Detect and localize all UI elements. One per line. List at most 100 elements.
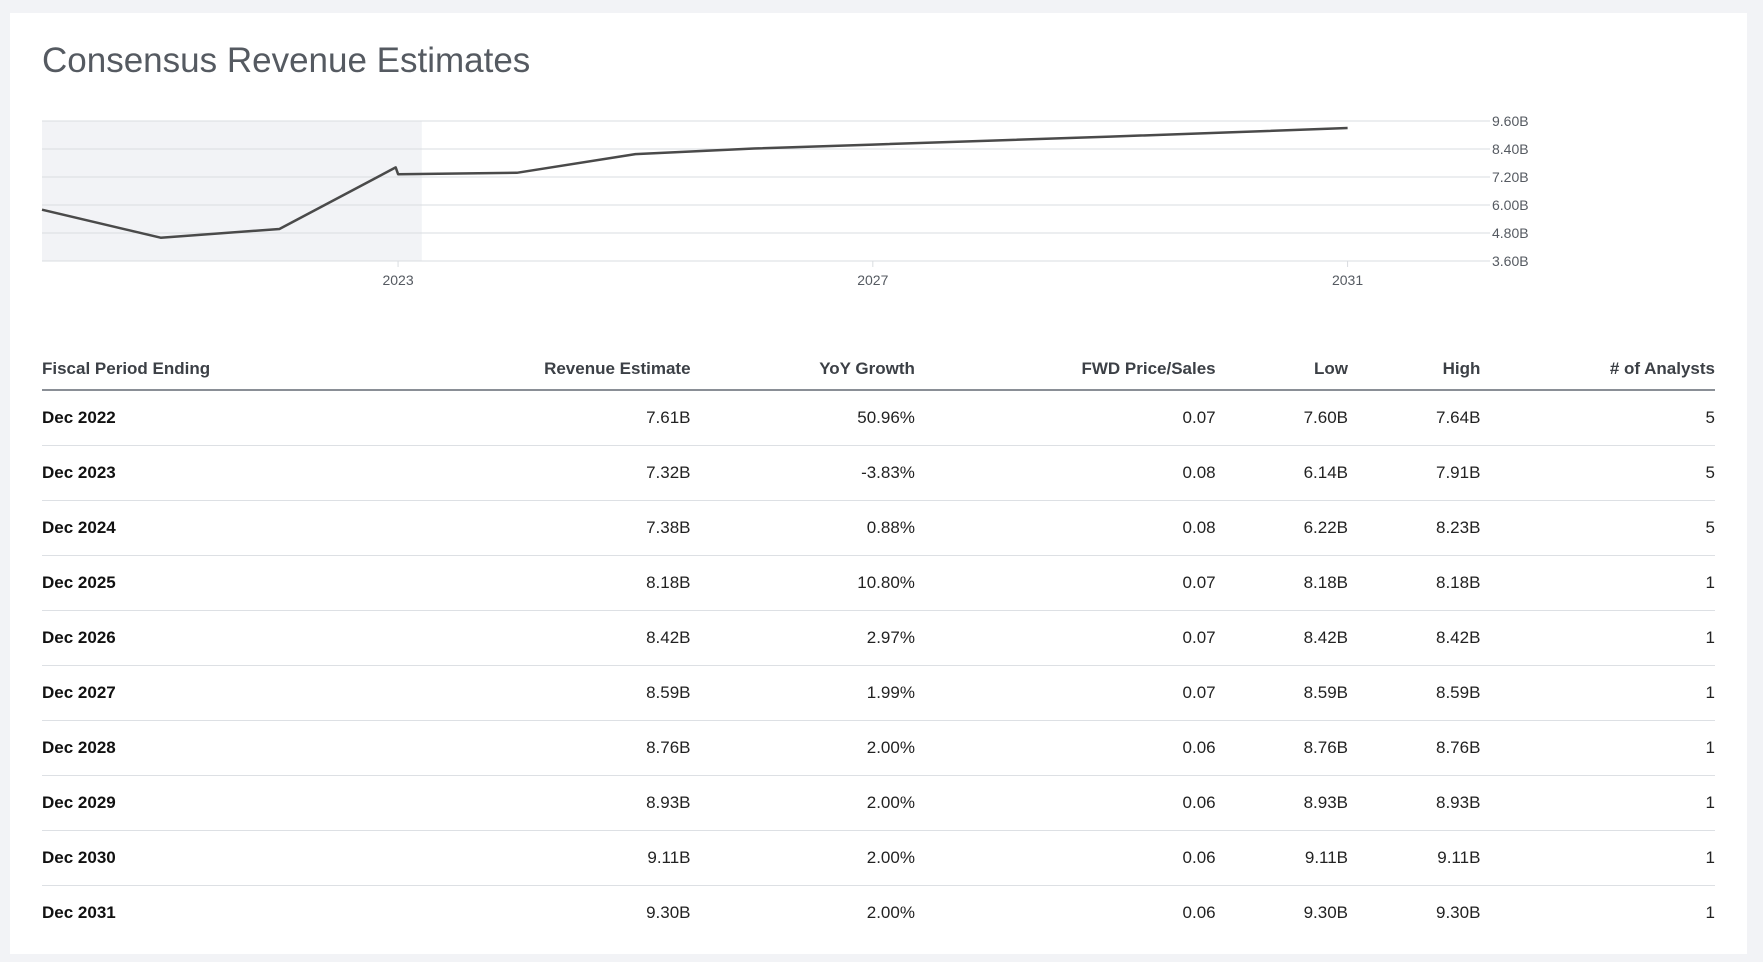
fiscal-period-cell: Dec 2027: [42, 665, 402, 721]
table-row: Dec 2024 7.38B 0.88% 0.08 6.22B 8.23B 5: [42, 500, 1715, 556]
fiscal-period-cell: Dec 2023: [42, 445, 402, 501]
table-cell: 2.00%: [690, 830, 915, 886]
table-cell: 8.59B: [1215, 665, 1349, 721]
column-header[interactable]: Fiscal Period Ending: [42, 349, 402, 391]
table-cell: 5: [1480, 390, 1715, 446]
table-row: Dec 2028 8.76B 2.00% 0.06 8.76B 8.76B 1: [42, 720, 1715, 776]
table-cell: 0.08: [914, 445, 1216, 501]
table-cell: 8.59B: [1348, 665, 1481, 721]
table-cell: 0.08: [914, 500, 1216, 556]
table-cell: 1.99%: [690, 665, 915, 721]
table-cell: 2.00%: [690, 720, 915, 776]
table-cell: 0.06: [1182, 903, 1216, 922]
table-row: Dec 2023 7.32B -3.83% 0.08 6.14B 7.91B 5: [42, 445, 1715, 501]
table-cell: 0.88%: [690, 500, 915, 556]
table-cell: 8.23B: [1348, 500, 1481, 556]
fiscal-period-cell: Dec 2030: [42, 830, 402, 886]
table-cell: 1: [1480, 720, 1715, 776]
table-row: Dec 2031 9.30B 2.00% 0.06 9.30B 9.30B 1: [42, 886, 1715, 941]
table-cell: 2.00%: [866, 903, 915, 922]
table-cell: 8.18B: [401, 555, 691, 611]
x-tick-label: 2023: [382, 272, 413, 288]
table-cell: 8.42B: [401, 610, 691, 666]
table-cell: 9.11B: [1348, 830, 1481, 886]
table-cell: 0.07: [914, 610, 1216, 666]
table-cell: 8.59B: [401, 665, 691, 721]
table-row: Dec 2026 8.42B 2.97% 0.07 8.42B 8.42B 1: [42, 610, 1715, 666]
table-cell: 7.91B: [1348, 445, 1481, 501]
column-header[interactable]: Low: [1215, 349, 1349, 391]
column-header[interactable]: Revenue Estimate: [401, 349, 691, 391]
table-cell: 2.97%: [690, 610, 915, 666]
table-row: Dec 2030 9.11B 2.00% 0.06 9.11B 9.11B 1: [42, 830, 1715, 886]
table-cell: 7.60B: [1215, 390, 1349, 446]
fiscal-period-cell: Dec 2025: [42, 555, 402, 611]
table-cell: 0.07: [914, 665, 1216, 721]
table-cell: 5: [1480, 500, 1715, 556]
table-cell: 10.80%: [690, 555, 915, 611]
table-cell: 0.06: [914, 720, 1216, 776]
table-cell: 0.06: [914, 775, 1216, 831]
table-cell: 9.11B: [1215, 830, 1349, 886]
y-tick-label: 7.20B: [1492, 169, 1529, 185]
fiscal-period-cell: Dec 2031: [42, 903, 116, 922]
revenue-chart: 9.60B 8.40B 7.20B 6.00B 4.80B 3.60B 2023 2027 20…: [41, 113, 1529, 288]
table-cell: 7.32B: [401, 445, 691, 501]
table-cell: 6.22B: [1215, 500, 1349, 556]
table-cell: 7.64B: [1348, 390, 1481, 446]
column-header[interactable]: # of Analysts: [1480, 349, 1715, 391]
column-header[interactable]: YoY Growth: [690, 349, 915, 391]
table-cell: 9.30B: [1303, 903, 1349, 922]
table-cell: 1: [1480, 775, 1715, 831]
table-cell: 8.76B: [1215, 720, 1349, 776]
table-cell: 8.42B: [1348, 610, 1481, 666]
table-cell: 8.76B: [1348, 720, 1481, 776]
table-row: Dec 2029 8.93B 2.00% 0.06 8.93B 8.93B 1: [42, 775, 1715, 831]
historical-shade: [42, 121, 422, 261]
table-cell: 2.00%: [690, 775, 915, 831]
table-cell: 9.30B: [646, 903, 691, 922]
x-tick-label: 2031: [1332, 272, 1363, 288]
table-cell: -3.83%: [690, 445, 915, 501]
y-tick-label: 6.00B: [1492, 197, 1529, 213]
table-row: Dec 2025 8.18B 10.80% 0.07 8.18B 8.18B 1: [42, 555, 1715, 611]
table-cell: 0.07: [914, 390, 1216, 446]
table-row: Dec 2027 8.59B 1.99% 0.07 8.59B 8.59B 1: [42, 665, 1715, 721]
x-tick-label: 2027: [857, 272, 888, 288]
table-cell: 8.42B: [1215, 610, 1349, 666]
y-tick-label: 3.60B: [1492, 253, 1529, 269]
column-header[interactable]: High: [1348, 349, 1481, 391]
table-cell: 5: [1480, 445, 1715, 501]
table-cell: 8.18B: [1215, 555, 1349, 611]
revenue-estimates-card: Consensus Revenue Estimates 9.60B 8.40B 7.…: [10, 13, 1747, 954]
table-cell: 1: [1705, 903, 1715, 922]
table-cell: 8.93B: [401, 775, 691, 831]
y-tick-label: 4.80B: [1492, 225, 1529, 241]
table-body: Dec 2022 7.61B 50.96% 0.07 7.60B 7.64B 5 Dec 20…: [42, 390, 1715, 940]
table-cell: 7.38B: [401, 500, 691, 556]
table-cell: 6.14B: [1215, 445, 1349, 501]
fiscal-period-cell: Dec 2026: [42, 610, 402, 666]
table-cell: 8.76B: [401, 720, 691, 776]
table-cell: 9.30B: [1435, 903, 1481, 922]
fiscal-period-cell: Dec 2028: [42, 720, 402, 776]
table-cell: 1: [1480, 830, 1715, 886]
estimates-table: Fiscal Period Ending Revenue Estimate YoY …: [42, 349, 1715, 940]
table-cell: 0.07: [914, 555, 1216, 611]
table-cell: 1: [1480, 610, 1715, 666]
table-cell: 9.11B: [401, 830, 691, 886]
fiscal-period-cell: Dec 2024: [42, 500, 402, 556]
table-cell: 50.96%: [690, 390, 915, 446]
fiscal-period-cell: Dec 2029: [42, 775, 402, 831]
y-tick-label: 9.60B: [1492, 113, 1529, 129]
revenue-series-line: [41, 126, 1348, 239]
table-cell: 0.06: [914, 830, 1216, 886]
y-tick-label: 8.40B: [1492, 141, 1529, 157]
fiscal-period-cell: Dec 2022: [42, 390, 402, 446]
table-cell: 8.93B: [1348, 775, 1481, 831]
table-header-row: Fiscal Period Ending Revenue Estimate YoY …: [42, 349, 1715, 391]
table-cell: 8.93B: [1215, 775, 1349, 831]
table-cell: 8.18B: [1348, 555, 1481, 611]
column-header[interactable]: FWD Price/Sales: [914, 349, 1216, 391]
table-row: Dec 2022 7.61B 50.96% 0.07 7.60B 7.64B 5: [42, 390, 1715, 446]
